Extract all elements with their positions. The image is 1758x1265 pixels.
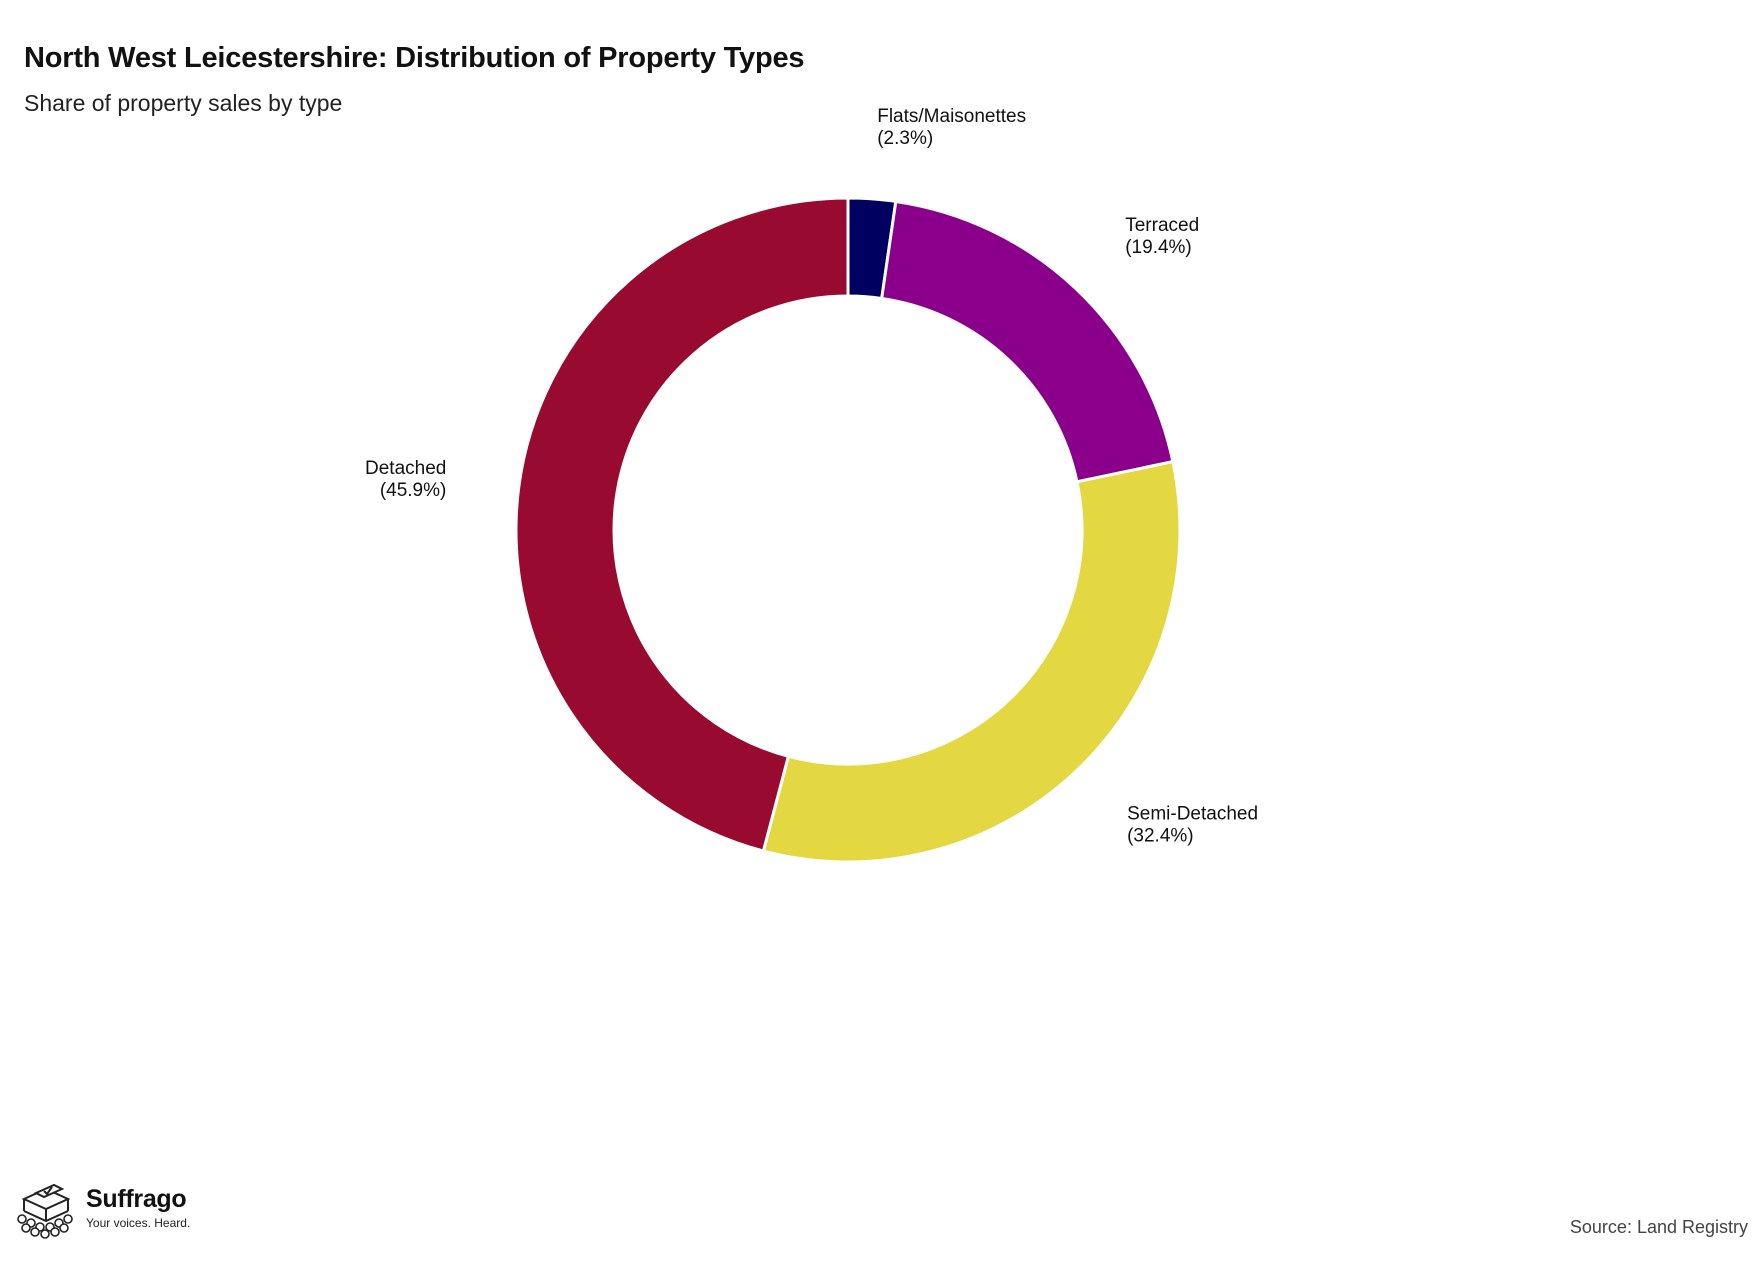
source-note: Source: Land Registry [1569, 1217, 1748, 1237]
slice-semi-detached [761, 459, 1182, 864]
brand-name: Suffrago [86, 1185, 187, 1213]
brand-logo: Suffrago Your voices. Heard. [14, 1177, 190, 1239]
brand-tagline: Your voices. Heard. [86, 1216, 191, 1230]
slice-detached [514, 196, 850, 853]
slice-labels: Flats/Maisonettes (2.3%) Terraced (19.4%) Se… [365, 106, 1258, 846]
slice-label-detached: Detached (45.9%) [365, 458, 446, 501]
donut-slices [514, 196, 1182, 864]
slice-label-semi-detached: Semi-Detached (32.4%) [1127, 803, 1258, 846]
slice-label-terraced: Terraced (19.4%) [1125, 215, 1199, 258]
chart-subtitle: Share of property sales by type [24, 90, 343, 116]
slice-label-flats-maisonettes: Flats/Maisonettes (2.3%) [877, 106, 1026, 149]
chart-title: North West Leicestershire: Distribution … [24, 42, 805, 74]
ballot-box-icon [17, 1183, 73, 1239]
